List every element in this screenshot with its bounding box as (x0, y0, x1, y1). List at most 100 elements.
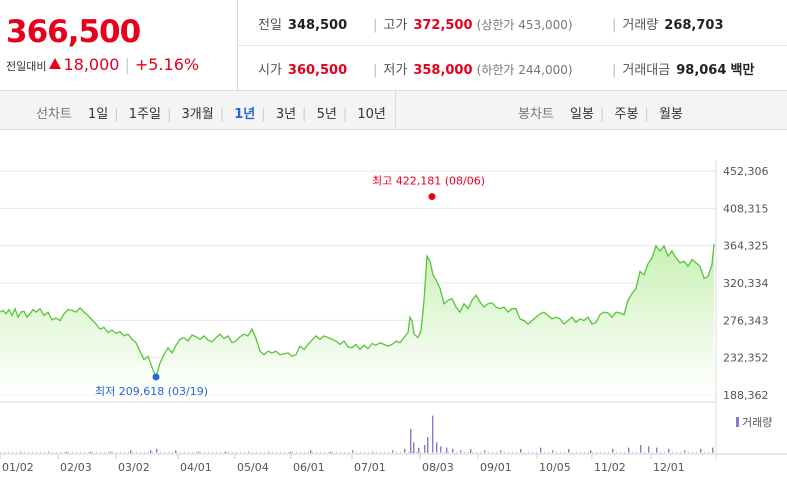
volume-bar (656, 447, 658, 453)
tab-weekly[interactable]: 주봉 (614, 107, 639, 122)
volume-bar (440, 446, 442, 453)
volume-baseline-tick (404, 452, 405, 453)
volume-bar (648, 446, 650, 453)
volume-baseline-tick (552, 452, 553, 453)
volume-baseline-tick (500, 452, 501, 453)
volume-baseline-tick (508, 452, 509, 453)
price-chart[interactable]: 452,306 408,315 364,325 320,334 276,343 232,3… (0, 130, 787, 477)
high-value: 372,500 (413, 18, 473, 33)
divider: | (219, 107, 225, 122)
volume-baseline-tick (632, 452, 633, 453)
tab-5y[interactable]: 5년 (316, 107, 337, 122)
volume-baseline-tick (344, 452, 345, 453)
divider: | (373, 63, 378, 78)
tab-monthly[interactable]: 월봉 (658, 107, 683, 122)
volume-baseline-tick (648, 452, 649, 453)
volume-baseline-tick (456, 452, 457, 453)
prev-close-label: 전일 (258, 18, 282, 33)
price-box: 366,500 전일대비 18,000 | +5.16% (0, 0, 238, 90)
tab-1y[interactable]: 1년 (234, 107, 256, 122)
open-price: 시가 360,500 (258, 59, 347, 78)
volume-baseline-tick (564, 452, 565, 453)
volume-baseline-tick (604, 452, 605, 453)
volume-bar (66, 451, 68, 453)
price-change: 전일대비 18,000 | +5.16% (6, 55, 199, 74)
volume-baseline-tick (684, 452, 685, 453)
volume-baseline-tick (584, 452, 585, 453)
tab-1w[interactable]: 1주일 (128, 107, 161, 122)
volume-baseline-tick (576, 452, 577, 453)
volume-baseline-tick (184, 452, 185, 453)
y-tick-label: 232,352 (723, 352, 769, 365)
volume-bar (352, 450, 354, 453)
volume-baseline-tick (620, 452, 621, 453)
low-marker (152, 373, 160, 381)
volume-baseline-tick (376, 452, 377, 453)
volume-baseline-tick (556, 452, 557, 453)
volume-baseline-tick (492, 452, 493, 453)
high-marker (428, 193, 436, 201)
volume-baseline-tick (512, 452, 513, 453)
volume-bar (568, 449, 570, 453)
volume-baseline-tick (336, 452, 337, 453)
tab-3y[interactable]: 3년 (275, 107, 297, 122)
volume-baseline-tick (532, 452, 533, 453)
volume-baseline-tick (72, 452, 73, 453)
volume-baseline-tick (628, 452, 629, 453)
volume-baseline-tick (400, 452, 401, 453)
volume-bar (470, 449, 472, 453)
x-tick-label: 03/02 (118, 461, 150, 474)
volume-baseline-tick (600, 452, 601, 453)
open-value: 360,500 (287, 63, 348, 78)
volume-bar (330, 451, 332, 453)
volume-baseline-tick (88, 452, 89, 453)
tab-10y[interactable]: 10년 (357, 107, 386, 122)
volume-baseline-tick (496, 452, 497, 453)
x-tick-label: 01/02 (2, 461, 34, 474)
volume-baseline-tick (704, 452, 705, 453)
amount-unit: 백만 (730, 63, 755, 78)
volume-bar (198, 451, 200, 453)
tab-3m[interactable]: 3개월 (181, 107, 214, 122)
volume-baseline-tick (36, 452, 37, 453)
volume-bar (700, 449, 702, 453)
y-tick-label: 452,306 (723, 165, 769, 178)
y-tick-label: 188,362 (723, 389, 769, 402)
volume-baseline-tick (660, 452, 661, 453)
volume-bar (175, 450, 177, 453)
x-tick-label: 12/01 (653, 461, 685, 474)
volume-baseline-tick (48, 452, 49, 453)
volume-baseline-tick (32, 452, 33, 453)
volume-baseline-tick (128, 452, 129, 453)
tab-1d[interactable]: 1일 (88, 107, 109, 122)
volume-baseline-tick (124, 452, 125, 453)
volume-baseline-tick (572, 452, 573, 453)
volume-baseline-tick (368, 452, 369, 453)
volume-baseline-tick (436, 452, 437, 453)
volume-baseline-tick (696, 452, 697, 453)
volume-baseline-tick (340, 452, 341, 453)
volume-baseline-tick (644, 452, 645, 453)
tab-daily[interactable]: 일봉 (570, 107, 594, 122)
volume-bar (684, 450, 686, 453)
y-tick-label: 408,315 (723, 202, 769, 215)
x-tick-label: 06/01 (293, 461, 325, 474)
volume-baseline-tick (640, 452, 641, 453)
x-tick-label: 10/05 (539, 461, 571, 474)
chart-tabs: 선차트 1일 | 1주일 | 3개월 | 1년 | 3년 | 5년 | 10년 봉차트 일봉… (0, 91, 787, 130)
volume-bar (540, 447, 542, 453)
volume-baseline-tick (96, 452, 97, 453)
volume-baseline-tick (148, 452, 149, 453)
price-line (0, 243, 715, 379)
volume-baseline-tick (168, 452, 169, 453)
prev-close: 전일 348,500 (258, 14, 347, 33)
line-chart-tabs: 선차트 1일 | 1주일 | 3개월 | 1년 | 3년 | 5년 | 10년 (36, 103, 386, 122)
quote-header: 366,500 전일대비 18,000 | +5.16% 전일 348,500 | 고가 3… (0, 0, 787, 91)
volume: | 거래량 268,703 (612, 14, 724, 33)
y-tick-label: 364,325 (723, 240, 769, 253)
volume-baseline-tick (468, 452, 469, 453)
divider: | (612, 63, 617, 78)
divider: | (373, 18, 378, 33)
volume-baseline-tick (8, 452, 9, 453)
volume-bar (552, 450, 554, 453)
